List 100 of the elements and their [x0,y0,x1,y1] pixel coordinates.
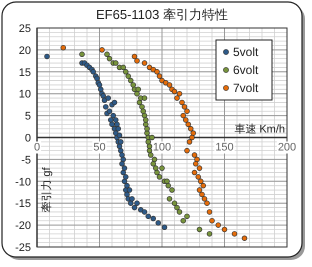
point [112,100,118,106]
x-tick-label: 200 [278,142,296,154]
point [128,200,134,206]
point [202,196,208,202]
point [154,69,160,75]
x-tick-label: 150 [215,142,234,154]
y-tick-label: -5 [21,154,31,166]
point [146,148,152,154]
point [90,69,96,75]
point [198,178,204,184]
y-tick-label: 5 [24,110,31,123]
point [188,126,194,132]
point [120,156,126,162]
point [179,100,185,106]
point [134,200,140,206]
chart-title: EF65-1103 牽引力特性 [96,7,228,22]
point [159,165,165,171]
point [148,152,154,158]
point [144,126,150,132]
y-tick-label: 20 [18,44,31,57]
point [182,104,188,110]
point [180,112,186,118]
point [184,108,190,114]
point [190,130,196,136]
point [106,95,111,101]
point [130,82,136,88]
point [196,165,202,171]
point [180,218,186,224]
point [166,196,172,202]
point [166,82,172,88]
point [124,182,130,188]
y-tick-label: -15 [15,198,31,210]
point [150,66,156,72]
point [120,64,126,70]
x-tick-label: 50 [93,142,106,154]
y-axis-title: 牽引力 gf [40,166,53,213]
point [143,117,148,123]
point [153,165,158,171]
legend-label: 7volt [233,81,260,95]
point [139,104,145,110]
point [232,231,238,237]
point [134,90,140,96]
point [142,60,148,66]
point [162,224,168,230]
y-tick-label: -10 [15,176,31,188]
point [199,192,205,198]
point [79,52,85,58]
point [209,218,215,224]
point [44,54,50,60]
point [100,93,106,99]
point [186,139,192,145]
point [146,139,151,145]
point [156,220,161,226]
point [123,174,128,180]
x-tick-label: 100 [152,142,172,154]
point [103,104,108,110]
point [113,117,118,123]
point [206,231,212,237]
point [192,170,198,176]
point [98,86,104,92]
point [154,170,160,176]
legend-label: 6volt [233,63,260,77]
point [196,174,201,180]
point [156,174,162,180]
x-tick-label: 0 [34,142,40,154]
x-axis-title: 車速 Km/h [234,122,285,136]
point [149,134,155,140]
point [142,209,148,215]
point [60,44,66,50]
point [142,95,148,101]
point [138,207,144,213]
point [242,235,248,241]
y-tick-label: -20 [15,220,31,232]
point [116,126,121,132]
point [166,182,171,188]
point [216,222,221,228]
point [134,58,140,64]
y-tick-label: 25 [18,23,31,35]
y-tick-label: 10 [18,88,31,101]
point [146,214,151,220]
point [200,182,206,188]
point [132,204,138,210]
point [150,161,156,167]
point [176,209,182,215]
point [120,170,126,176]
point [126,187,132,193]
legend-label: 5volt [233,45,260,59]
point [110,112,116,118]
point [122,165,128,171]
point [156,73,162,79]
point [163,80,168,86]
point [164,178,170,184]
point [128,78,134,84]
point [184,214,190,220]
y-tick-label: -25 [15,242,31,254]
point [172,200,178,206]
point [126,73,131,79]
point [186,122,191,128]
point [174,204,180,210]
point [184,148,190,154]
